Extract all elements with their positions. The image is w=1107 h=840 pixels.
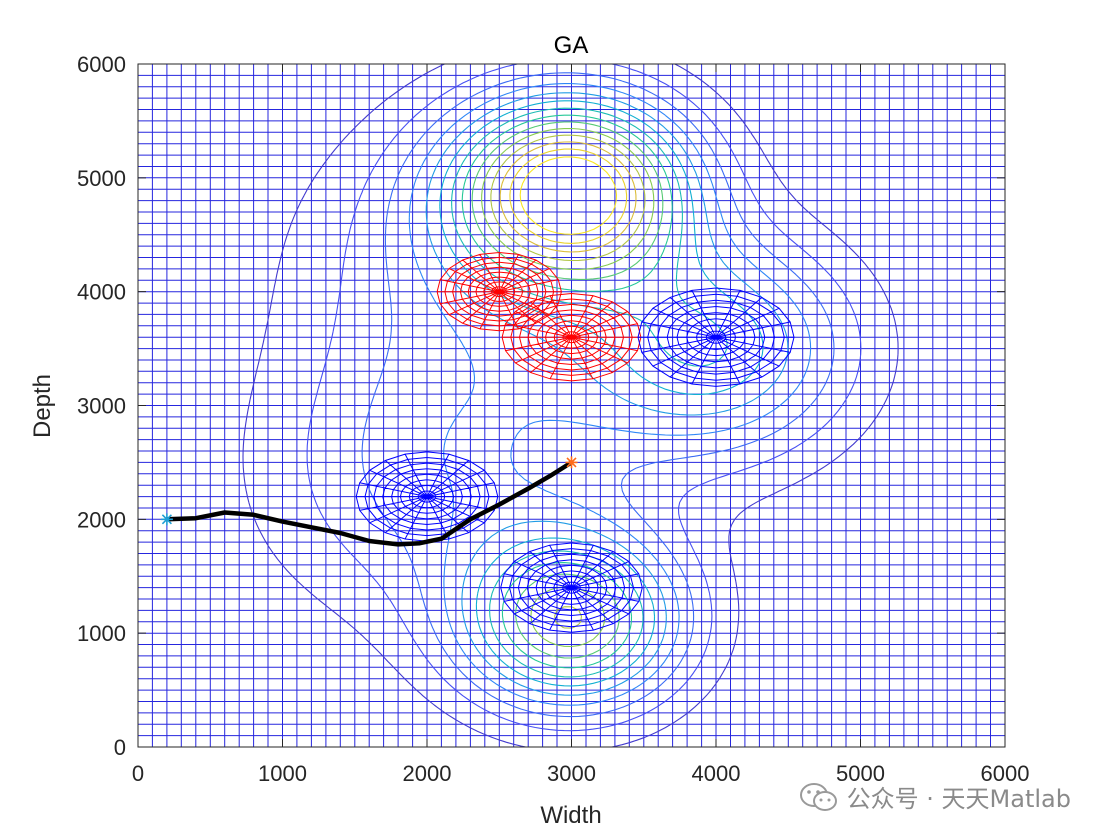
threat-zone (501, 292, 642, 382)
threat-zone (500, 542, 643, 633)
path-line (164, 460, 574, 547)
contour-line (471, 121, 664, 659)
threat-wireframe (500, 542, 643, 633)
x-tick-label: 1000 (258, 761, 307, 786)
grid-lines (137, 63, 1006, 748)
y-tick-label: 3000 (77, 394, 126, 419)
wechat-icon (799, 782, 837, 811)
x-axis-label: Width (540, 802, 601, 829)
axes (137, 63, 1006, 748)
start-marker-shape (160, 513, 173, 526)
watermark-text: 公众号 · 天天Matlab (846, 785, 1071, 813)
contour-line (509, 148, 628, 244)
contour-line (242, 63, 899, 748)
threat-zones (355, 251, 795, 633)
threat-wireframe (436, 251, 562, 332)
x-tick-label: 6000 (981, 761, 1030, 786)
threat-zone (436, 251, 562, 332)
tick-marks (137, 63, 1006, 748)
y-tick-label: 0 (114, 735, 126, 760)
threat-wireframe (637, 287, 795, 387)
contour-line (499, 141, 637, 253)
planned-path (160, 456, 578, 547)
y-axis-label: Depth (29, 374, 56, 438)
x-tick-label: 2000 (403, 761, 452, 786)
contour-line (361, 72, 835, 718)
mesh-grid (137, 63, 1006, 748)
threat-zone (637, 287, 795, 387)
y-tick-label: 2000 (77, 507, 126, 532)
y-tick-label: 6000 (77, 52, 126, 77)
contour-line (461, 114, 673, 669)
y-tick-label: 4000 (77, 280, 126, 305)
goal-marker-shape (565, 456, 578, 469)
start-marker (160, 513, 173, 526)
y-tick-label: 5000 (77, 166, 126, 191)
contour-line (408, 83, 812, 706)
contour-line (490, 134, 646, 629)
threat-wireframe (355, 451, 499, 542)
x-tick-label: 5000 (836, 761, 885, 786)
x-tick-label: 0 (132, 761, 144, 786)
x-tick-label: 3000 (547, 761, 596, 786)
tick-labels: 0 1000 2000 3000 4000 5000 6000 0 1000 2000 3000 40… (77, 52, 1029, 786)
contour-line (306, 63, 862, 732)
goal-marker (565, 456, 578, 469)
y-tick-label: 1000 (77, 621, 126, 646)
chart-title: GA (554, 32, 589, 59)
watermark: 公众号 · 天天Matlab (799, 779, 1071, 814)
contour-line (439, 100, 764, 687)
threat-zone (355, 451, 499, 542)
threat-wireframe (501, 292, 642, 382)
x-tick-label: 4000 (692, 761, 741, 786)
contour-line (519, 156, 618, 235)
